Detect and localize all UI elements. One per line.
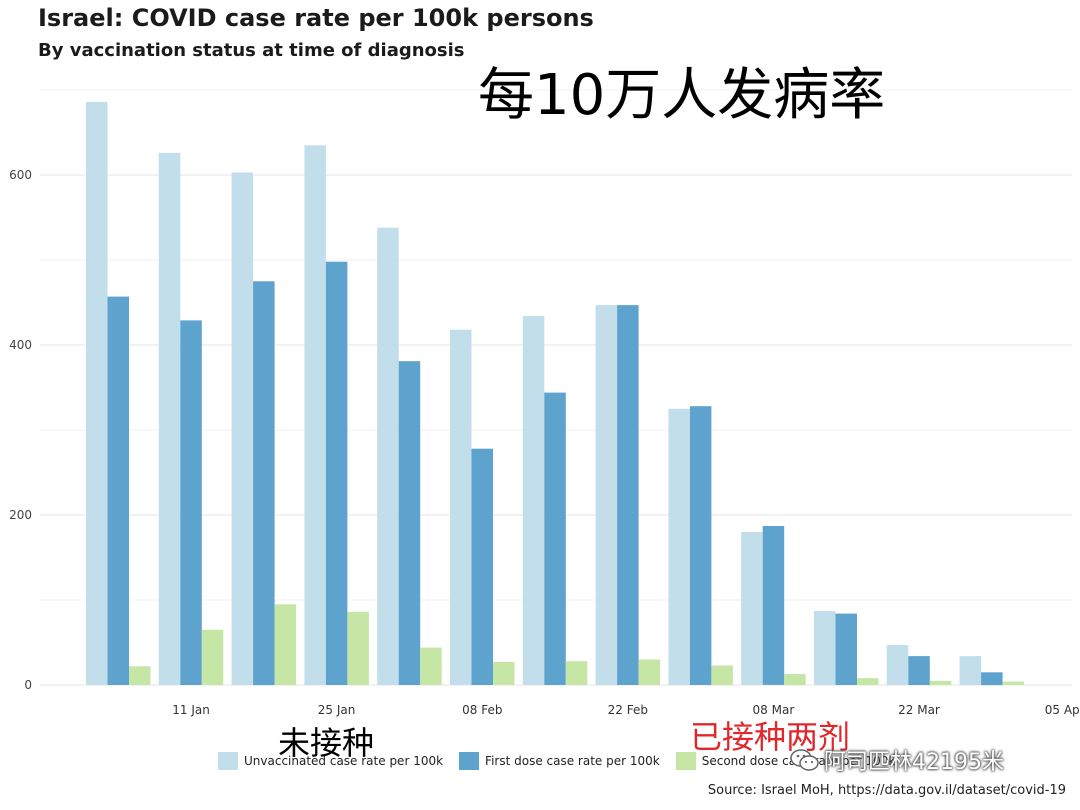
bar-unvaccinated-0 (86, 101, 108, 685)
overlay-two-doses-label: 已接种两剂 (690, 718, 851, 756)
bar-second-dose-9 (784, 674, 806, 685)
bar-first-dose-2 (253, 281, 275, 686)
bar-first-dose-7 (617, 305, 639, 685)
x-tick-label: 08 Mar (753, 703, 795, 717)
bar-unvaccinated-2 (231, 172, 254, 685)
bar-unvaccinated-7 (595, 305, 618, 685)
bar-first-dose-11 (908, 656, 930, 685)
bar-unvaccinated-6 (522, 316, 545, 685)
y-tick-label: 400 (9, 338, 32, 352)
overlay-unvaccinated-label: 未接种 (278, 724, 375, 762)
bar-second-dose-10 (857, 678, 879, 685)
legend-swatch-first-dose (459, 752, 480, 770)
y-tick-label: 200 (9, 508, 32, 522)
bar-first-dose-5 (471, 448, 493, 685)
bar-second-dose-5 (493, 662, 515, 685)
overlay-cn-title: 每10万人发病率 (478, 63, 886, 128)
watermark-text: 阿司匹林42195米 (824, 750, 1004, 775)
bar-second-dose-7 (638, 659, 661, 685)
bar-chart: 0 200 400 600 11 Jan 25 Jan 08 Feb 22 Feb 08 Ma… (9, 89, 1080, 717)
bar-unvaccinated-12 (959, 656, 982, 685)
bar-second-dose-4 (420, 647, 442, 685)
bar-first-dose-9 (762, 526, 785, 685)
legend-label-first-dose: First dose case rate per 100k (485, 754, 660, 768)
bar-first-dose-1 (180, 320, 202, 685)
bar-first-dose-3 (325, 261, 348, 685)
bars (86, 101, 1025, 686)
bar-unvaccinated-4 (377, 227, 399, 685)
legend-swatch-second-dose (675, 752, 696, 770)
bar-second-dose-11 (929, 680, 952, 686)
y-axis-ticks: 0 200 400 600 (9, 168, 32, 692)
bar-unvaccinated-5 (450, 329, 472, 685)
bar-unvaccinated-1 (158, 152, 181, 685)
bar-first-dose-4 (398, 361, 421, 685)
legend-item-unvaccinated: Unvaccinated case rate per 100k (218, 752, 443, 770)
bar-second-dose-2 (274, 604, 297, 686)
bar-first-dose-12 (981, 672, 1003, 686)
x-tick-label: 22 Feb (608, 703, 648, 717)
x-tick-label: 11 Jan (172, 703, 210, 717)
bar-first-dose-10 (835, 613, 857, 685)
x-tick-label: 25 Jan (318, 703, 356, 717)
bar-second-dose-6 (565, 661, 588, 685)
bar-unvaccinated-11 (886, 645, 909, 685)
watermark: 阿司匹林42195米 (790, 744, 1004, 776)
bar-first-dose-6 (544, 392, 566, 685)
bar-unvaccinated-9 (741, 532, 763, 685)
y-tick-label: 0 (24, 678, 32, 692)
x-tick-label: 05 Apr (1045, 703, 1080, 717)
bar-second-dose-1 (201, 629, 224, 686)
bar-second-dose-3 (347, 611, 369, 685)
legend-item-first-dose: First dose case rate per 100k (459, 752, 660, 770)
chart-title: Israel: COVID case rate per 100k persons (38, 4, 594, 32)
bar-first-dose-8 (689, 406, 712, 685)
bar-second-dose-8 (711, 665, 733, 686)
wechat-icon (790, 749, 819, 771)
bar-unvaccinated-10 (814, 611, 836, 685)
bar-unvaccinated-3 (304, 145, 326, 686)
bar-second-dose-0 (129, 666, 151, 685)
source-note: Source: Israel MoH, https://data.gov.il/… (707, 783, 1066, 798)
y-tick-label: 600 (9, 168, 32, 182)
bar-second-dose-12 (1002, 681, 1025, 685)
chart-subtitle: By vaccination status at time of diagnos… (38, 40, 465, 61)
legend-label-unvaccinated: Unvaccinated case rate per 100k (244, 754, 444, 768)
legend-swatch-unvaccinated (218, 752, 238, 770)
x-tick-label: 08 Feb (462, 703, 502, 717)
x-tick-label: 22 Mar (898, 703, 940, 717)
bar-unvaccinated-8 (668, 408, 690, 686)
x-axis-ticks: 11 Jan 25 Jan 08 Feb 22 Feb 08 Mar 22 Mar 05 A… (172, 703, 1080, 717)
bar-first-dose-0 (107, 296, 129, 685)
